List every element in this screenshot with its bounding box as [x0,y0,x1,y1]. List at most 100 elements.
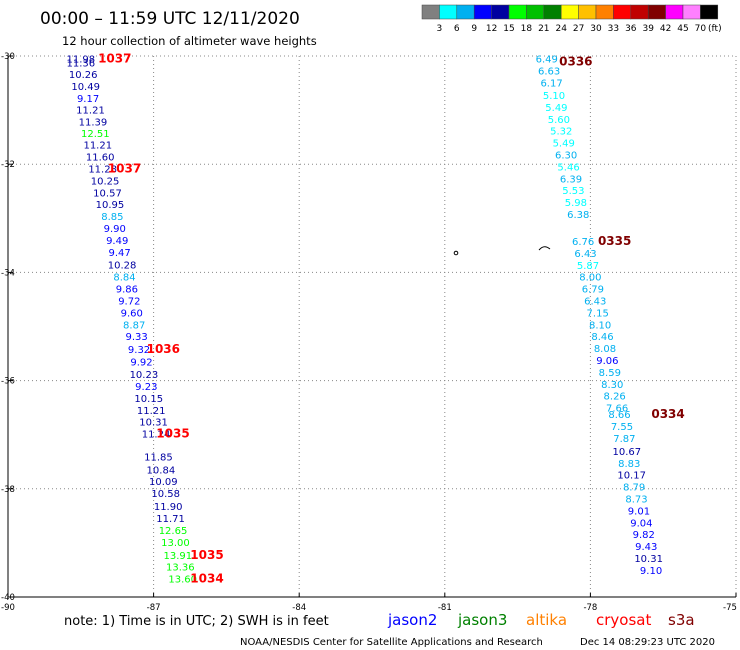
wave-height-point: 5.46 [557,162,579,173]
pass-time-label: 1037 [98,52,131,66]
wave-height-point: 10.57 [93,188,122,199]
wave-height-point: 11.71 [156,514,185,525]
color-swatch [682,4,701,20]
color-scale-label: 21 [538,24,549,34]
wave-height-point: 7.66 [606,404,628,415]
wave-height-point: 9.32 [128,345,150,356]
wave-height-point: 10.28 [108,260,137,271]
color-swatch [456,4,475,20]
credit-line: NOAA/NESDIS Center for Satellite Applica… [240,637,543,648]
wave-height-point: 12.51 [81,129,110,140]
wave-height-point: 10.95 [96,200,125,211]
wave-height-point: 11.21 [76,106,105,117]
color-scale-label: 30 [590,24,602,34]
wave-height-point: 8.87 [123,320,145,331]
wave-height-point: 13.00 [161,538,190,549]
wave-height-point: 5.60 [548,115,570,126]
wave-height-point: 7.15 [587,308,609,319]
y-tick-label: -30 [1,52,15,62]
color-swatch [578,4,597,20]
color-swatch [508,4,527,20]
color-swatch [439,4,458,20]
color-swatch [665,4,684,20]
color-swatch [595,4,614,20]
wave-height-point: 9.01 [628,506,650,517]
wave-height-point: 8.66 [608,410,630,421]
color-scale-label: 12 [486,24,497,34]
wave-height-point: 9.04 [630,518,652,529]
wave-height-point: 6.38 [567,210,589,221]
y-tick-label: -32 [1,160,15,170]
color-scale-label: 6 [454,24,460,34]
color-swatch [526,4,545,20]
x-tick-label: -90 [1,603,15,613]
wave-height-point: 8.83 [618,459,640,470]
pass-time-label: 1034 [190,572,223,586]
wave-height-point: 9.06 [596,356,618,367]
wave-height-point: 10.23 [130,370,159,381]
coastline-fragments [453,246,551,256]
wave-height-point: 10.49 [71,82,100,93]
color-scale: 3 6 9 12 15 18 21 24 27 30 33 36 39 42 45 70 (ft) [421,4,722,34]
color-scale-label: 24 [555,24,567,34]
color-scale-label: 70 [695,24,707,34]
x-tick-label: -87 [147,603,161,613]
wave-height-point: 5.98 [565,198,587,209]
wave-height-point: 11.39 [79,117,108,128]
wave-height-point: 5.87 [577,261,599,272]
color-scale-label: 33 [608,24,619,34]
pass-time-label: 0334 [651,407,684,421]
wave-height-point: 8.85 [101,212,123,223]
y-tick-label: -40 [1,593,15,603]
wave-height-point: 11.28 [88,165,117,176]
wave-height-point: 9.90 [104,224,126,235]
x-tick-label: -84 [292,603,306,613]
color-scale-label: 45 [677,24,688,34]
wave-height-point: 11.90 [154,502,183,513]
color-swatch [491,4,510,20]
wave-height-point: 10.26 [69,70,98,81]
wave-height-point: 10.17 [617,471,646,482]
wave-height-point: 8.26 [604,392,626,403]
x-tick-label: -81 [438,603,452,613]
wave-height-point: 8.73 [625,495,647,506]
wave-height-point: 9.86 [116,285,138,296]
color-scale-label: 39 [642,24,654,34]
wave-height-point: 8.00 [579,273,601,284]
wave-height-point: 11.98 [66,55,95,66]
wave-height-point: 8.46 [591,332,613,343]
wave-height-point: 10.67 [612,447,641,458]
wave-height-point: 6.49 [536,55,558,66]
wave-height-point: 6.43 [574,249,596,260]
wave-height-point: 11.24 [142,430,171,441]
color-swatch [700,4,719,20]
legend-entry: jason3 [457,611,507,629]
wave-height-point: 10.09 [149,477,178,488]
color-swatch [421,4,440,20]
color-scale-label: 15 [503,24,514,34]
pass-time-label: 1036 [147,342,180,356]
wave-height-point: 8.08 [594,344,616,355]
wave-height-point: 9.60 [121,308,143,319]
wave-height-point: 9.43 [635,542,657,553]
wave-height-point: 8.59 [599,368,621,379]
generated-timestamp: Dec 14 08:29:23 UTC 2020 [580,637,715,648]
y-tick-label: -34 [1,268,15,278]
pass-time-label: 0336 [559,54,592,68]
wave-height-point: 6.63 [538,67,560,78]
wave-height-point: 13.60 [168,575,197,586]
wave-height-point: 6.30 [555,150,577,161]
island-mark [538,246,551,251]
color-scale-unit: (ft) [708,24,722,34]
wave-height-point: 6.43 [584,297,606,308]
footnote: note: 1) Time is in UTC; 2) SWH is in fe… [64,614,329,629]
wave-height-point: 13.36 [166,563,195,574]
wave-height-point: 10.31 [634,554,663,565]
wave-height-point: 7.55 [611,422,633,433]
color-scale-label: 3 [437,24,443,34]
y-tick-label: -38 [1,485,15,495]
legend-entry: altika [526,611,567,629]
wave-height-point: 5.10 [543,91,565,102]
